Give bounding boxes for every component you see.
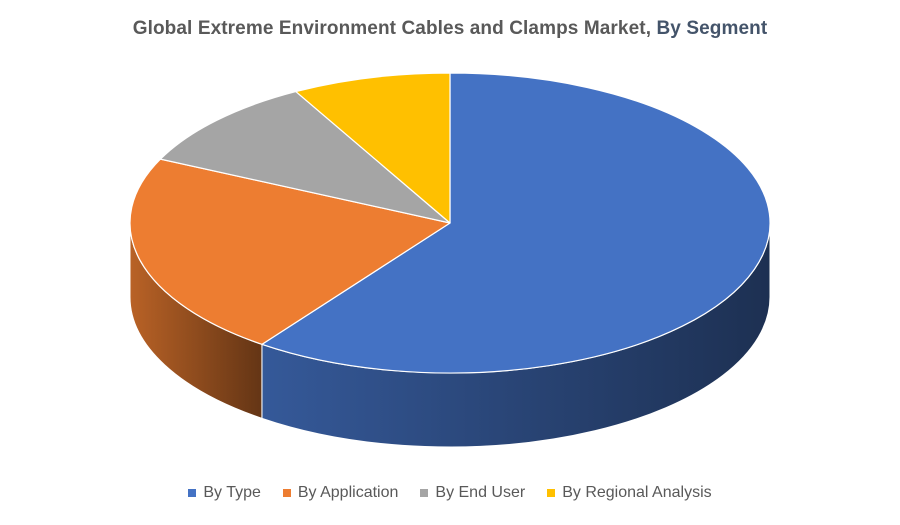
chart-title-main: Global Extreme Environment Cables and Cl… [132,18,652,39]
pie-chart [129,72,771,448]
pie-slice-end-user [159,90,451,224]
legend-swatch-regional-analysis [547,489,556,497]
legend-item-regional-analysis: By Regional Analysis [547,484,712,502]
pie-slice-regional-analysis [295,72,451,224]
legend-label-application: By Application [297,484,399,501]
legend-label-regional-analysis: By Regional Analysis [562,484,712,501]
legend-swatch-type [188,489,197,497]
legend-swatch-application [282,489,291,497]
legend-item-application: By Application [282,484,399,502]
legend-swatch-end-user [420,489,429,497]
legend-label-type: By Type [203,484,261,501]
pie-slice-type [261,72,771,374]
chart-title-suffix: By Segment [656,18,768,39]
chart-title: Global Extreme Environment Cables and Cl… [0,18,900,40]
legend-item-end-user: By End User [420,484,525,502]
legend-item-type: By Type [188,484,261,502]
chart-legend: By Type By Application By End User By Re… [0,484,900,502]
legend-label-end-user: By End User [435,484,526,501]
